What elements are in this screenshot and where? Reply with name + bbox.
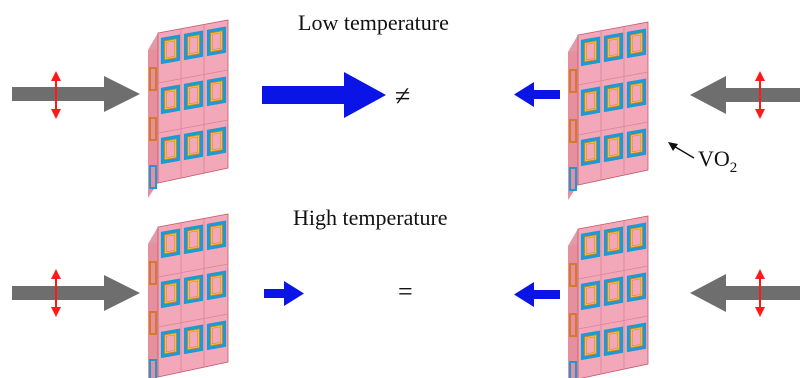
vo2-label: VO2	[698, 146, 737, 176]
transmitted-arrow-bottom-right	[514, 282, 560, 307]
metasurface-bottom-left	[148, 214, 228, 378]
incident-arrow-bottom-left	[12, 275, 140, 311]
incident-arrow-top-right	[690, 76, 800, 114]
metasurface-top-left	[148, 20, 228, 198]
equal-symbol: =	[398, 277, 413, 306]
vo2-label-subscript: 2	[730, 160, 738, 176]
vo2-pointer	[668, 142, 694, 158]
transmitted-arrow-top-left	[262, 72, 386, 118]
low-temperature-label: Low temperature	[298, 10, 449, 35]
vo2-label-main: VO	[698, 146, 730, 171]
not-equal-symbol: ≠	[395, 81, 410, 112]
metasurface-top-right	[568, 22, 648, 200]
high-temperature-label: High temperature	[293, 205, 448, 230]
incident-arrow-top-left	[12, 76, 140, 112]
incident-arrow-bottom-right	[690, 274, 800, 312]
transmitted-arrow-bottom-left	[264, 281, 304, 306]
metasurface-bottom-right	[568, 216, 648, 378]
transmitted-arrow-top-right	[514, 82, 560, 107]
